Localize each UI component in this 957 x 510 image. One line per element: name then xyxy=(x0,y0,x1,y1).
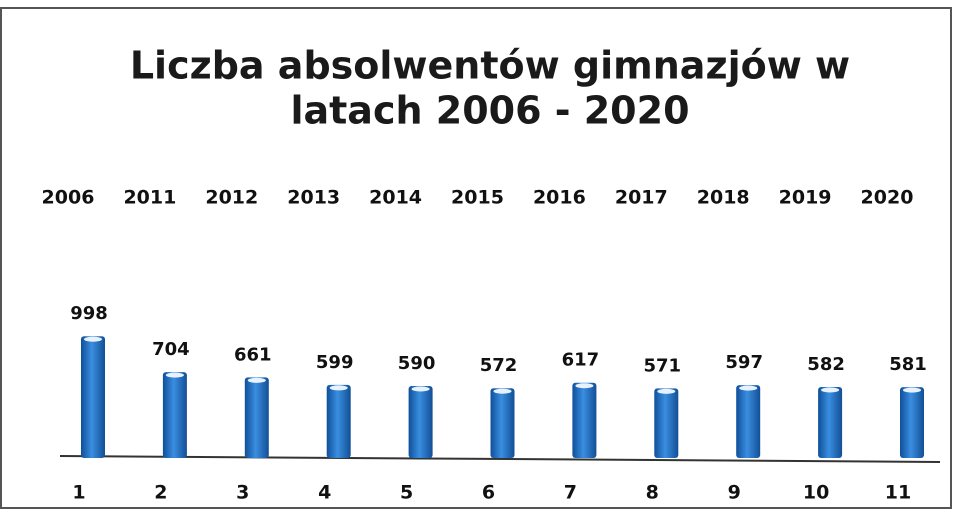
year-label: 2018 xyxy=(697,187,750,209)
bar xyxy=(900,387,924,458)
value-label: 597 xyxy=(725,352,763,373)
bar-cap xyxy=(247,377,266,383)
bar xyxy=(244,377,269,458)
bar-cap xyxy=(165,372,184,378)
bar-cap xyxy=(903,387,921,393)
bar-cap xyxy=(739,385,758,391)
x-tick-label: 10 xyxy=(803,482,829,504)
value-label: 704 xyxy=(152,339,190,360)
value-label: 582 xyxy=(807,354,845,375)
year-label: 2019 xyxy=(779,187,832,209)
bar-cap xyxy=(821,387,840,393)
x-tick-label: 4 xyxy=(318,482,331,504)
x-tick-label: 6 xyxy=(482,482,495,504)
chart-title: Liczba absolwentów gimnazjów w xyxy=(130,44,850,88)
year-label: 2012 xyxy=(205,187,258,209)
year-label: 2014 xyxy=(369,187,422,209)
x-tick-label: 11 xyxy=(885,482,911,504)
x-tick-label: 1 xyxy=(72,482,85,504)
bar xyxy=(408,386,433,458)
chart-title: latach 2006 - 2020 xyxy=(290,89,689,133)
bar xyxy=(162,372,187,458)
x-tick-label: 7 xyxy=(564,482,577,504)
year-label: 2020 xyxy=(861,187,914,209)
year-label: 2016 xyxy=(533,187,586,209)
bar-cap xyxy=(411,386,430,392)
bar xyxy=(572,382,597,458)
bar xyxy=(326,384,351,458)
year-label: 2013 xyxy=(287,187,340,209)
frame xyxy=(0,7,952,509)
bar-cap xyxy=(657,388,676,394)
value-label: 998 xyxy=(70,303,108,324)
x-tick-label: 9 xyxy=(728,482,741,504)
year-label: 2015 xyxy=(451,187,504,209)
x-tick-label: 2 xyxy=(154,482,167,504)
bar-cap xyxy=(84,336,102,342)
bar xyxy=(818,386,843,458)
bar xyxy=(490,388,515,458)
baseline xyxy=(59,455,941,463)
value-label: 590 xyxy=(398,353,436,374)
x-tick-label: 3 xyxy=(236,482,249,504)
value-label: 599 xyxy=(316,352,354,373)
bar xyxy=(654,388,679,458)
value-label: 571 xyxy=(644,355,682,376)
bar xyxy=(81,336,105,458)
year-label: 2011 xyxy=(123,187,176,209)
year-label: 2017 xyxy=(615,187,668,209)
value-label: 572 xyxy=(480,355,518,376)
bar-cap xyxy=(575,383,594,389)
bar xyxy=(736,385,761,458)
value-label: 661 xyxy=(234,344,272,365)
value-label: 617 xyxy=(562,350,600,371)
x-tick-label: 8 xyxy=(646,482,659,504)
bar-cap xyxy=(493,388,512,394)
bar-cap xyxy=(329,385,348,391)
year-label: 2006 xyxy=(42,187,95,209)
value-label: 581 xyxy=(889,354,927,375)
x-tick-label: 5 xyxy=(400,482,413,504)
